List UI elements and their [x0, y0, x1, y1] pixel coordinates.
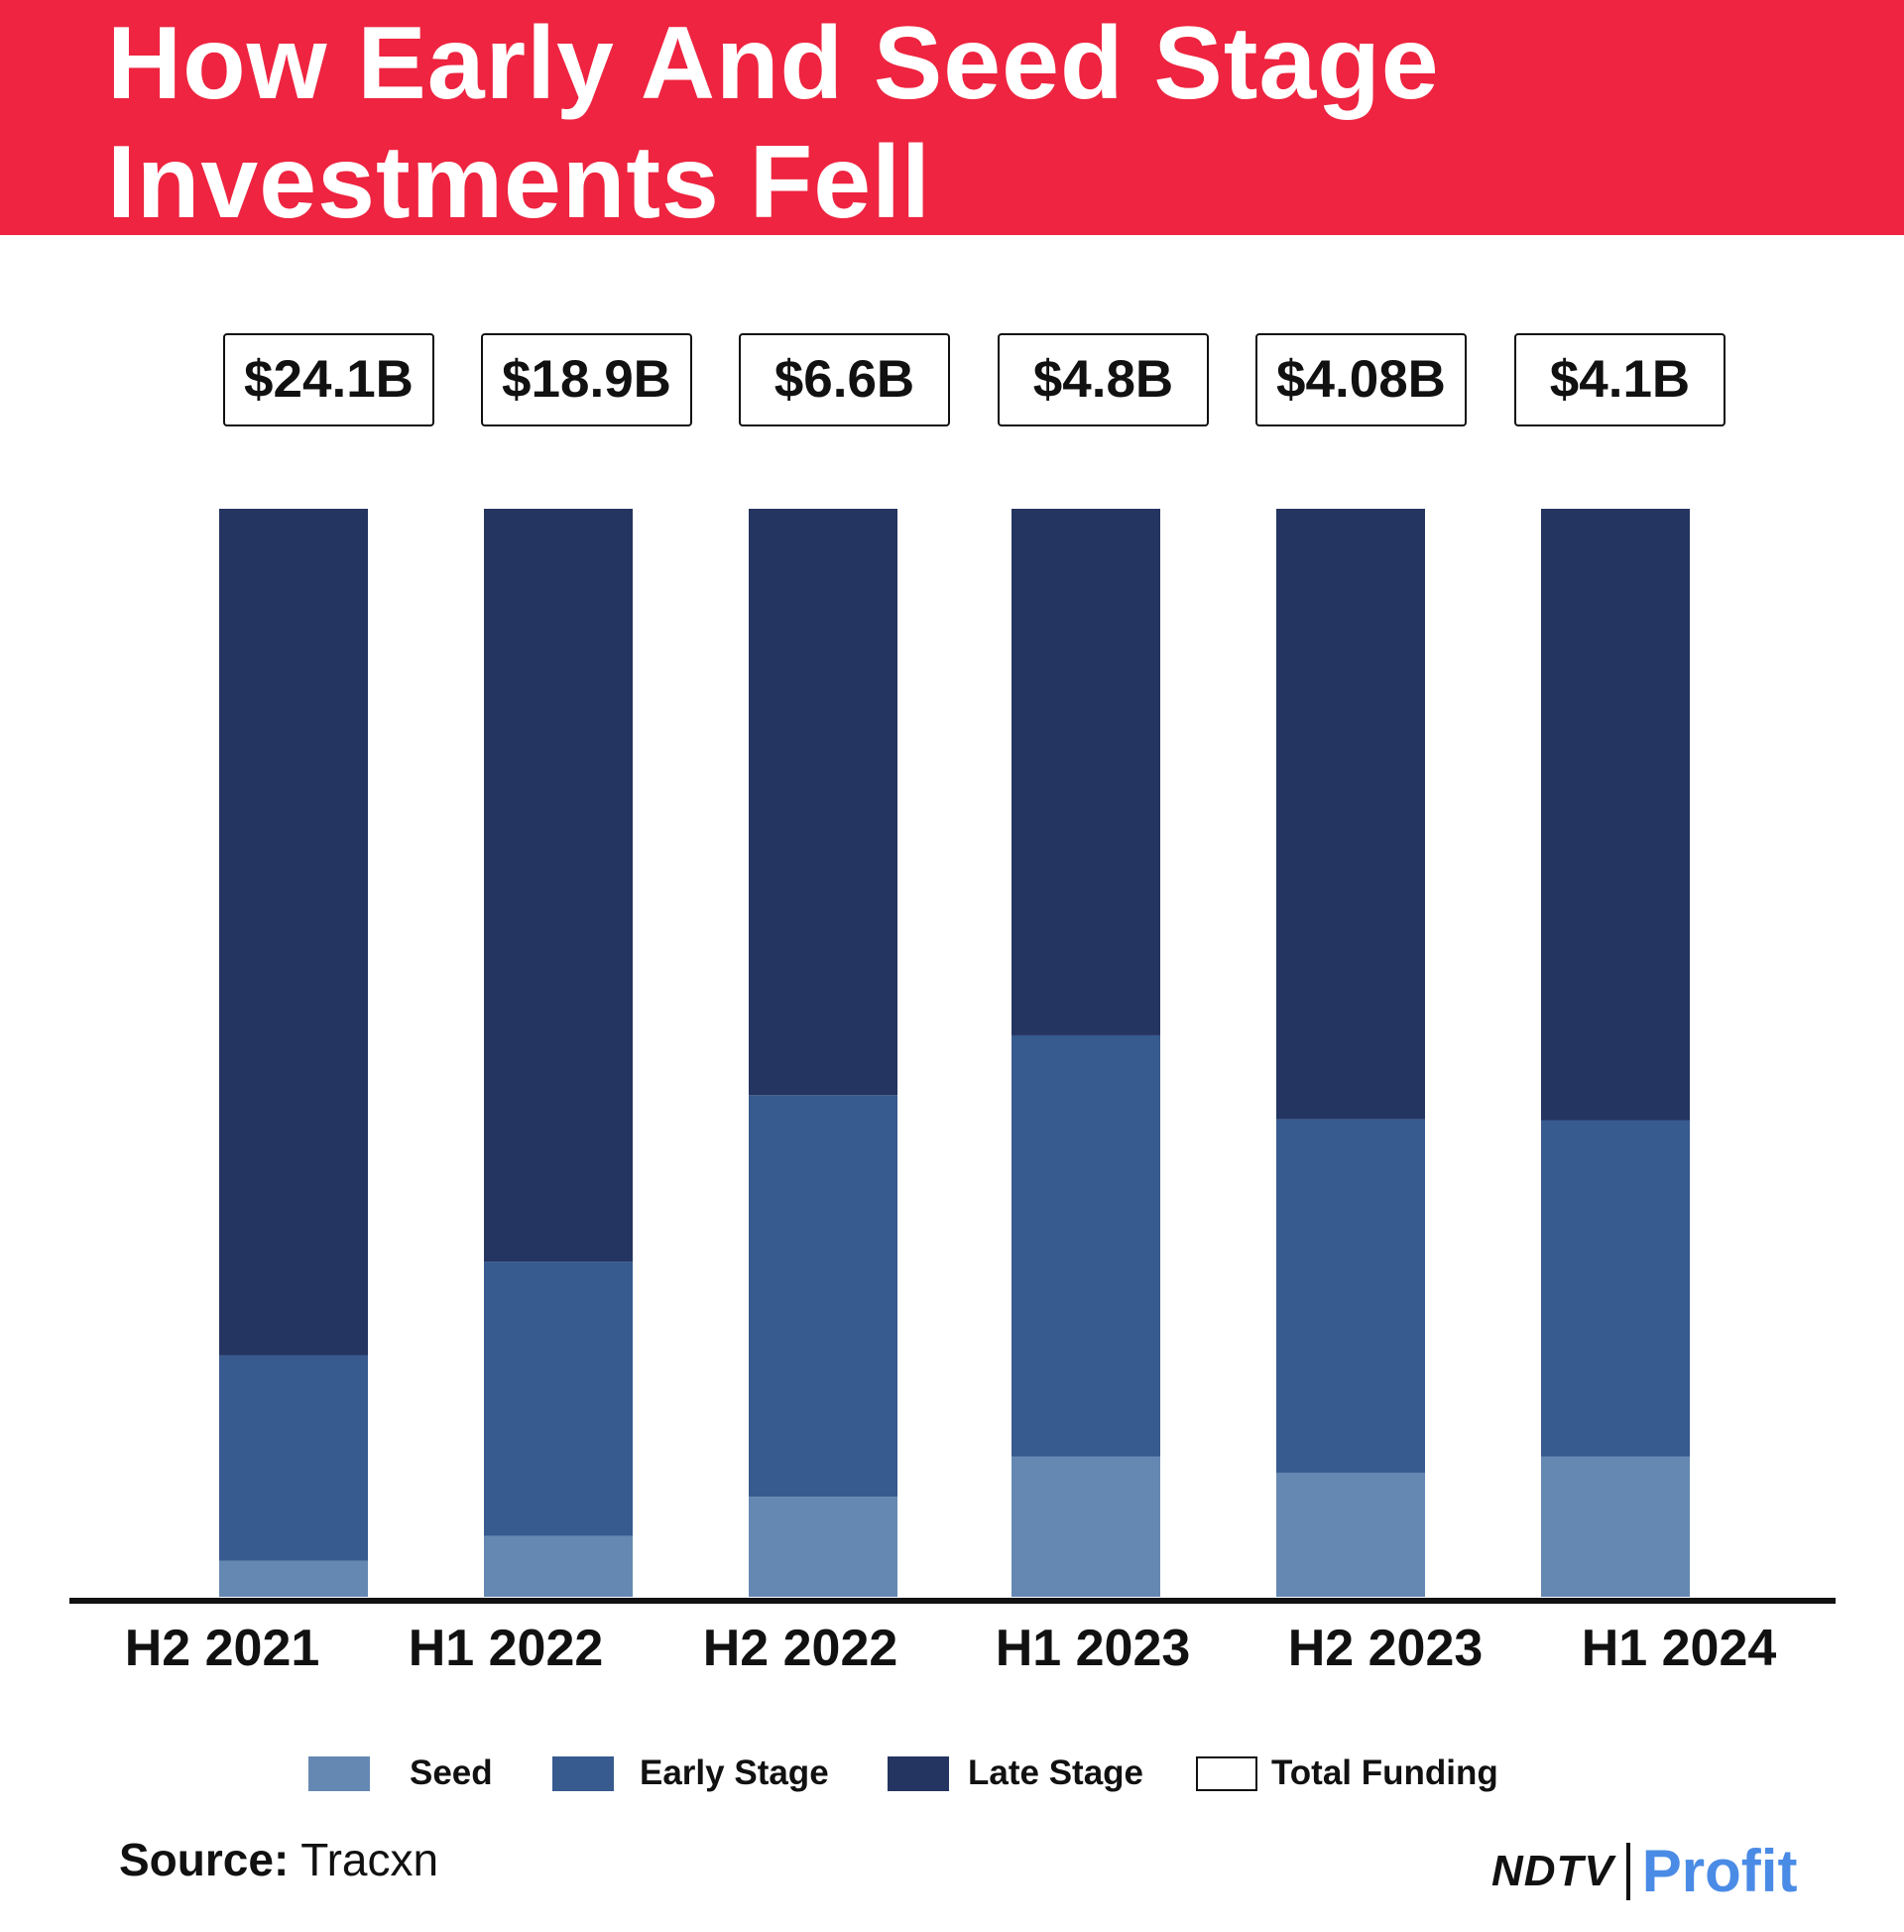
bar-late-0	[219, 509, 368, 1356]
bar-early-0	[219, 1355, 368, 1561]
x-tick-label: H2 2022	[702, 1620, 898, 1677]
total-funding-label: $4.8B	[998, 333, 1209, 426]
source-note: Source: Tracxn	[119, 1832, 438, 1887]
logo-profit: Profit	[1641, 1838, 1798, 1904]
source-label: Source:	[119, 1834, 290, 1885]
bar-seed-2	[749, 1497, 897, 1597]
legend-label-seed: Seed	[410, 1753, 493, 1792]
source-value: Tracxn	[300, 1834, 439, 1885]
bar-seed-5	[1541, 1456, 1690, 1597]
legend-label-late: Late Stage	[968, 1753, 1143, 1792]
x-tick-label: H2 2023	[1287, 1620, 1484, 1677]
total-funding-label: $24.1B	[223, 333, 434, 426]
bar-seed-4	[1276, 1472, 1425, 1597]
x-tick-label: H2 2021	[124, 1620, 320, 1677]
legend-swatch-seed	[308, 1756, 370, 1791]
logo-divider	[1625, 1842, 1630, 1900]
ndtv-profit-logo: NDTV Profit	[1491, 1837, 1797, 1906]
x-tick-label: H1 2023	[995, 1620, 1191, 1677]
legend-label-total: Total Funding	[1271, 1753, 1498, 1792]
bar-late-2	[749, 509, 897, 1096]
bar-late-1	[484, 509, 633, 1263]
bar-early-3	[1012, 1034, 1160, 1457]
legend-swatch-late	[888, 1756, 949, 1791]
bar-late-4	[1276, 509, 1425, 1120]
bar-early-4	[1276, 1119, 1425, 1473]
bar-late-3	[1012, 509, 1160, 1035]
bar-early-2	[749, 1095, 897, 1498]
chart-title: How Early And Seed Stage Investments Fel…	[107, 6, 1440, 240]
bar-late-5	[1541, 509, 1690, 1121]
legend-label-early: Early Stage	[640, 1753, 829, 1792]
title-band: How Early And Seed Stage Investments Fel…	[0, 0, 1904, 240]
legend-swatch-total	[1196, 1756, 1257, 1791]
total-funding-label: $6.6B	[739, 333, 950, 426]
total-funding-label: $18.9B	[481, 333, 692, 426]
x-tick-label: H1 2022	[408, 1620, 604, 1677]
logo-ndtv: NDTV	[1491, 1846, 1614, 1895]
bar-seed-3	[1012, 1456, 1160, 1597]
total-funding-label: $4.08B	[1255, 333, 1467, 426]
bar-seed-0	[219, 1560, 368, 1597]
legend-swatch-early	[552, 1756, 614, 1791]
x-tick-label: H1 2024	[1581, 1620, 1777, 1677]
bar-early-1	[484, 1262, 633, 1536]
bar-early-5	[1541, 1120, 1690, 1457]
bar-seed-1	[484, 1535, 633, 1597]
total-funding-label: $4.1B	[1514, 333, 1726, 426]
